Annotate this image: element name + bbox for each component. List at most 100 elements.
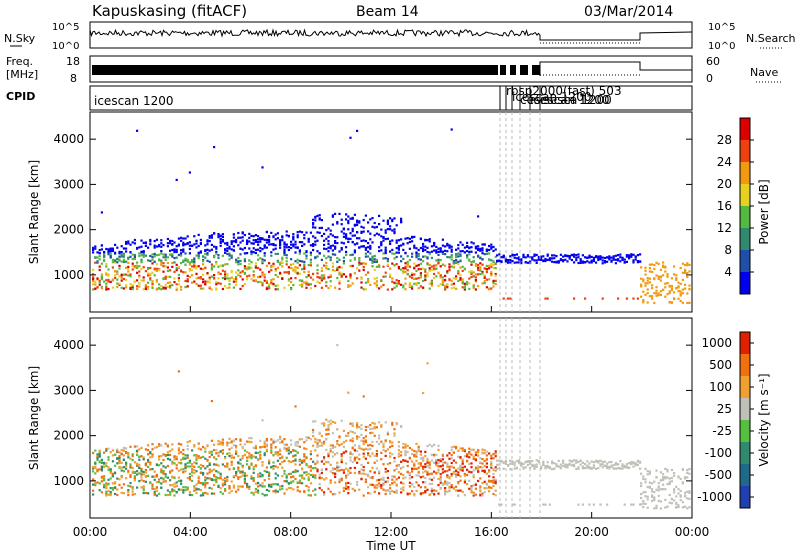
range-cell [417,474,420,477]
range-cell [232,249,235,252]
range-cell [651,284,654,287]
range-cell [111,261,114,264]
range-cell [191,261,194,264]
range-cell [171,248,174,252]
range-cell [96,260,99,263]
range-cell [481,466,484,469]
range-cell [261,482,264,485]
range-cell [360,439,363,442]
range-cell [378,478,381,482]
range-cell [551,462,554,465]
range-cell [323,478,326,481]
range-cell [455,255,458,258]
range-cell [116,271,119,275]
range-cell [147,267,150,271]
range-cell [204,256,207,259]
range-cell [173,462,176,465]
colorbar-segment [740,250,750,272]
range-cell [221,269,224,272]
range-cell [349,430,352,433]
range-cell [380,483,383,487]
range-cell [307,283,310,286]
range-cell [96,468,99,471]
range-cell [285,271,288,274]
range-cell [162,480,165,483]
range-cell [210,263,213,266]
range-cell [252,274,255,277]
range-cell [424,481,427,484]
range-cell [142,255,145,258]
range-cell [340,442,343,446]
range-cell [437,459,440,462]
range-cell [411,285,414,288]
range-cell [120,245,123,248]
range-cell [210,400,213,403]
range-cell [632,461,635,464]
range-cell [129,445,132,448]
range-cell [92,483,95,486]
range-cell [446,250,449,253]
range-cell [301,459,304,462]
range-cell [94,282,97,285]
range-cell [270,269,273,272]
range-cell [463,494,466,497]
range-cell [657,292,660,295]
range-cell [362,472,365,475]
range-cell [461,282,464,285]
range-cell [419,272,422,275]
range-cell [125,242,128,245]
range-cell [644,273,647,276]
range-cell [360,424,363,427]
range-cell [164,277,167,280]
range-cell [378,472,381,475]
range-cell [283,241,286,244]
range-cell [422,267,425,270]
range-cell [668,480,671,483]
range-cell [265,281,268,284]
range-cell [210,478,213,481]
range-cell [268,459,271,462]
range-cell [279,457,282,460]
range-cell [664,488,667,491]
range-cell [303,441,306,444]
range-cell [684,271,687,275]
range-cell [305,231,308,234]
range-cell [349,467,352,470]
range-cell [272,465,275,468]
range-cell [213,232,216,235]
range-cell [342,489,345,492]
range-cell [237,488,240,491]
range-cell [406,237,409,240]
range-cell [389,228,392,231]
range-cell [129,287,132,290]
range-cell [371,255,374,258]
range-cell [305,463,308,467]
range-cell [439,460,442,463]
range-cell [353,444,356,447]
range-cell [158,478,161,481]
range-cell [356,435,359,438]
range-cell [250,242,253,245]
range-cell [243,479,246,482]
range-cell [367,281,370,284]
range-cell [338,491,341,494]
range-cell [441,458,444,461]
range-cell [142,492,145,495]
range-cell [177,452,180,455]
range-cell [285,480,288,483]
range-cell [261,492,264,495]
range-cell [208,276,211,279]
range-cell [248,452,251,455]
range-cell [329,285,332,288]
range-cell [235,471,238,474]
range-cell [684,268,687,271]
range-cell [204,244,207,247]
range-cell [320,489,323,492]
range-cell [500,459,503,462]
range-cell [219,244,222,247]
range-cell [186,278,189,281]
range-cell [237,244,240,247]
range-cell [500,503,503,506]
range-cell [389,440,392,443]
range-cell [477,215,480,218]
